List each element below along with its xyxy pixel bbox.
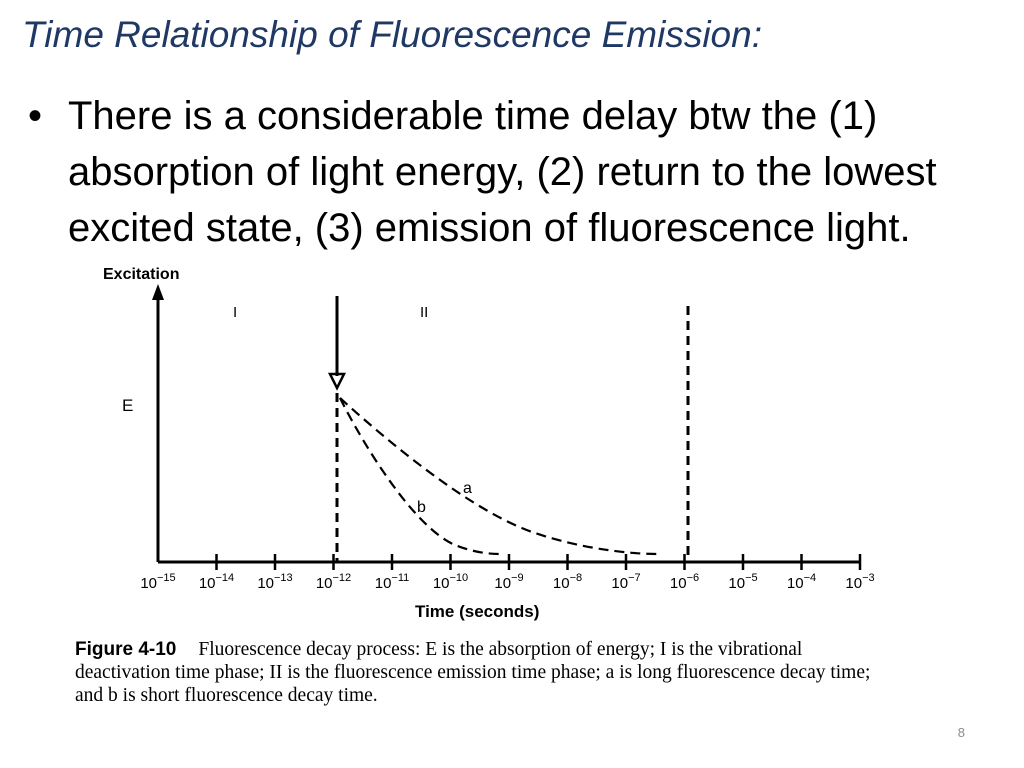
curve-b-label: b	[417, 499, 426, 516]
curve-a-label: a	[463, 480, 472, 497]
x-tick-label: 10−14	[199, 572, 234, 592]
bullet-icon: •	[28, 94, 43, 138]
x-tick-label: 10−12	[316, 572, 351, 592]
x-tick-label: 10−6	[670, 572, 699, 592]
x-tick-label: 10−8	[553, 572, 582, 592]
bullet-point: • There is a considerable time delay btw…	[28, 88, 1008, 256]
caption-label: Figure 4-10	[75, 639, 177, 660]
y-axis-label: Excitation	[103, 266, 179, 283]
x-tick-label: 10−10	[433, 572, 468, 592]
y-axis-arrow	[152, 284, 164, 300]
x-ticks	[215, 554, 862, 570]
bullet-text: There is a considerable time delay btw t…	[68, 94, 937, 250]
x-tick-label: 10−5	[728, 572, 757, 592]
x-tick-label: 10−9	[494, 572, 523, 592]
phase-1-label: I	[233, 304, 237, 321]
slide-title: Time Relationship of Fluorescence Emissi…	[22, 14, 762, 55]
excitation-arrow-head	[327, 372, 347, 391]
x-tick-label: 10−11	[375, 572, 410, 592]
x-tick-labels: 10−15 10−14 10−13 10−12 10−11 10−10 10−9 10−8 10…	[140, 572, 874, 592]
curve-b	[339, 397, 501, 556]
fluorescence-decay-diagram: Excitation E I II a b 10−15 10−14 10−13 10−…	[103, 266, 875, 621]
energy-label: E	[122, 396, 133, 415]
phase-2-label: II	[420, 304, 428, 321]
page-number: 8	[957, 725, 965, 740]
x-tick-label: 10−7	[611, 572, 640, 592]
x-tick-label: 10−3	[845, 572, 874, 592]
caption-text: Fluorescence decay process: E is the abs…	[75, 639, 871, 706]
x-tick-label: 10−4	[787, 572, 816, 592]
x-axis-label: Time (seconds)	[415, 602, 539, 621]
x-tick-label: 10−13	[257, 572, 292, 592]
figure-caption: Figure 4-10 Fluorescence decay process: E…	[75, 638, 895, 707]
x-tick-label: 10−15	[140, 572, 175, 592]
curve-a	[339, 397, 658, 556]
